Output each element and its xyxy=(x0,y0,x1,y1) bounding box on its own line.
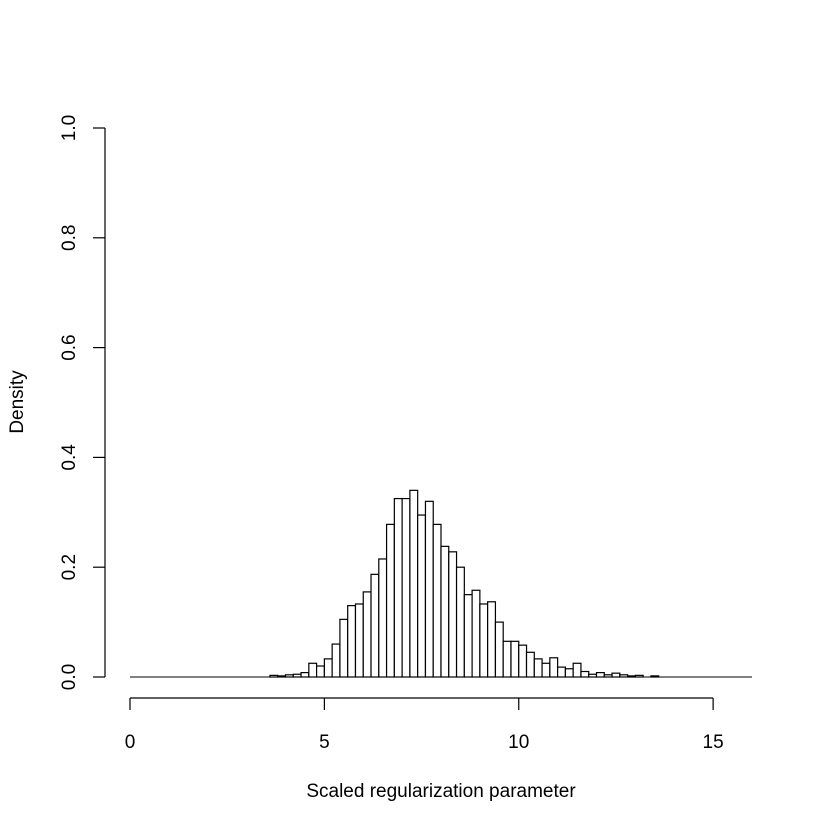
histogram-bars xyxy=(269,489,660,678)
histogram-bar xyxy=(432,523,442,678)
histogram-bar xyxy=(385,523,395,678)
histogram-bar xyxy=(494,621,504,678)
histogram-bar xyxy=(440,545,450,678)
histogram-bar xyxy=(541,662,551,678)
histogram-bar xyxy=(510,640,520,678)
histogram-bar xyxy=(479,603,489,678)
histogram-bar xyxy=(611,672,621,678)
histogram-bar xyxy=(487,601,497,678)
histogram-bar xyxy=(323,658,333,678)
histogram-bar xyxy=(525,651,535,678)
histogram-bar xyxy=(308,662,318,678)
histogram-bar xyxy=(448,551,458,678)
histogram-bar xyxy=(557,666,567,678)
y-axis-label: Density xyxy=(7,370,28,434)
histogram-bar xyxy=(370,573,380,678)
histogram-bar xyxy=(518,644,528,678)
y-tick-label: 0.6 xyxy=(59,334,80,360)
histogram-bar xyxy=(347,605,357,678)
x-axis-label: Scaled regularization parameter xyxy=(306,781,576,802)
histogram-bar xyxy=(378,558,388,678)
histogram-bar xyxy=(300,672,310,678)
y-tick-label: 1.0 xyxy=(59,115,80,141)
histogram-bar xyxy=(393,497,403,678)
x-tick-label: 0 xyxy=(125,732,136,753)
histogram-bar xyxy=(502,640,512,678)
histogram-bar xyxy=(401,497,411,678)
y-tick-label: 0.8 xyxy=(59,225,80,251)
histogram-bar xyxy=(455,566,465,678)
histogram-bar xyxy=(316,665,325,678)
histogram-bar xyxy=(533,658,543,678)
x-axis: 0 5 10 15 xyxy=(125,697,724,753)
histogram-bar xyxy=(580,670,590,678)
histogram-bar xyxy=(595,672,605,678)
histogram-bar xyxy=(354,603,364,678)
y-axis: 0.0 0.2 0.4 0.6 0.8 1.0 xyxy=(59,115,106,690)
x-tick-label: 10 xyxy=(508,732,529,753)
histogram-bar xyxy=(417,514,427,678)
histogram-bar xyxy=(424,500,434,678)
y-tick-label: 0.0 xyxy=(59,664,80,690)
histogram-bar xyxy=(471,589,481,678)
histogram-bar xyxy=(409,489,419,678)
histogram-bar xyxy=(564,668,574,678)
x-tick-label: 5 xyxy=(319,732,330,753)
histogram-bar xyxy=(331,643,341,678)
histogram-bar xyxy=(549,657,559,678)
histogram-bar xyxy=(339,618,349,678)
y-tick-label: 0.2 xyxy=(59,554,80,580)
histogram-bar xyxy=(463,594,473,678)
histogram-bar xyxy=(572,662,582,678)
histogram-bar xyxy=(362,591,372,678)
y-tick-label: 0.4 xyxy=(59,444,80,471)
x-tick-label: 15 xyxy=(703,732,724,753)
